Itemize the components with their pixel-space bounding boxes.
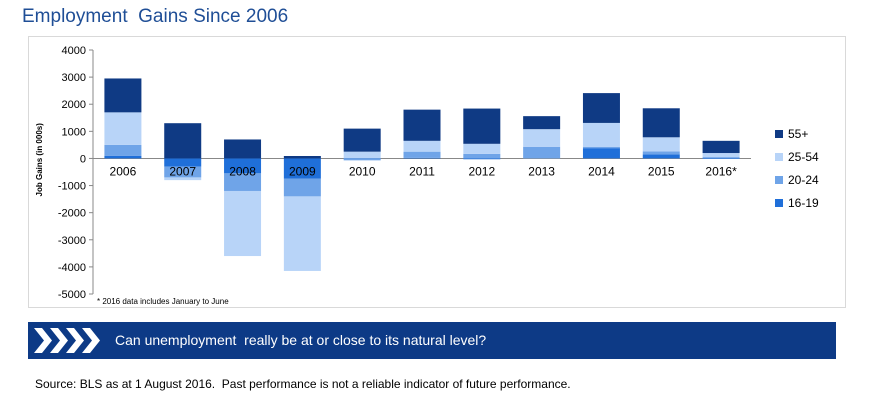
bar-segment-25-54: [523, 129, 561, 147]
chart-footnote: * 2016 data includes January to June: [97, 297, 229, 306]
y-tick-label: -1000: [58, 181, 86, 193]
bar-segment-25-54: [283, 196, 321, 271]
chevron-arrows-icon: [34, 328, 100, 353]
x-tick-label: 2010: [349, 164, 376, 178]
legend-label-55+: 55+: [788, 127, 808, 141]
y-tick-label: 1000: [62, 126, 86, 138]
bar-segment-55+: [702, 140, 740, 154]
legend-swatch-25-54: [775, 153, 783, 161]
legend-label-20-24: 20-24: [788, 173, 819, 187]
bar-segment-55+: [164, 123, 202, 159]
x-tick-label: 2009: [289, 164, 316, 178]
legend-label-16-19: 16-19: [788, 196, 819, 210]
bar-segment-20-24: [224, 173, 262, 191]
bar-segment-55+: [104, 78, 142, 113]
bar-segment-16-19: [463, 158, 501, 160]
y-tick-label: 3000: [62, 72, 86, 84]
x-tick-label: 2016*: [705, 164, 737, 178]
page-title: Employment Gains Since 2006: [22, 6, 289, 27]
legend-swatch-16-19: [775, 199, 783, 207]
legend-swatch-55+: [775, 130, 783, 138]
bar-segment-20-24: [104, 144, 142, 156]
x-tick-label: 2012: [468, 164, 495, 178]
bar-segment-16-19: [343, 158, 381, 159]
bar-segment-25-54: [642, 137, 680, 152]
bar-segment-16-19: [642, 154, 680, 159]
bar-segment-16-19: [224, 158, 262, 174]
chart-frame: 4000 3000 2000 1000 0 -1000 -2000 -3000 -4000 -50…: [28, 36, 846, 308]
bar-segment-16-19: [164, 158, 202, 167]
bar-segment-55+: [463, 108, 501, 144]
bar-segment-16-19: [104, 155, 142, 159]
bar-segment-55+: [582, 93, 620, 123]
bar-segment-55+: [403, 109, 441, 141]
bars-layer: [104, 78, 740, 271]
source-note: Source: BLS as at 1 August 2016. Past pe…: [35, 377, 571, 391]
legend-swatch-20-24: [775, 176, 783, 184]
bar-segment-25-54: [702, 153, 740, 158]
y-tick-label: 0: [80, 153, 86, 165]
legend-layer: 55+ 25-54 20-24 16-19: [775, 127, 819, 210]
bar-segment-20-24: [642, 151, 680, 155]
y-tick-label: 4000: [62, 45, 86, 57]
bar-segment-16-19: [582, 148, 620, 159]
y-tick-label: -2000: [58, 208, 86, 220]
axis-layer: 4000 3000 2000 1000 0 -1000 -2000 -3000 -4000 -50…: [35, 45, 751, 301]
y-tick-label: -3000: [58, 235, 86, 247]
bar-segment-20-24: [283, 178, 321, 197]
bar-segment-25-54: [104, 112, 142, 145]
bar-segment-20-24: [403, 151, 441, 158]
bar-segment-16-19: [403, 157, 441, 159]
x-tick-label: 2015: [648, 164, 675, 178]
bar-segment-20-24: [582, 146, 620, 149]
x-tick-label: 2007: [169, 164, 196, 178]
bar-segment-25-54: [343, 151, 381, 159]
bar-segment-25-54: [164, 177, 202, 181]
bar-segment-20-24: [523, 146, 561, 159]
x-tick-label: 2008: [229, 164, 256, 178]
bar-segment-25-54: [403, 140, 441, 152]
bar-segment-25-54: [224, 190, 262, 257]
bar-segment-16-19: [283, 158, 321, 179]
bar-segment-20-24: [164, 166, 202, 178]
y-tick-label: 2000: [62, 99, 86, 111]
x-tick-label: 2013: [528, 164, 555, 178]
bar-segment-55+: [283, 156, 321, 159]
x-tick-label: 2011: [409, 164, 435, 178]
bar-segment-55+: [523, 116, 561, 130]
x-tick-label: 2006: [110, 164, 137, 178]
bar-segment-55+: [642, 108, 680, 138]
legend-label-25-54: 25-54: [788, 150, 819, 164]
y-tick-label: -4000: [58, 262, 86, 274]
bar-segment-55+: [224, 139, 262, 159]
bar-segment-55+: [343, 128, 381, 152]
bar-segment-20-24: [702, 157, 740, 159]
bar-segment-25-54: [582, 122, 620, 147]
employment-chart: 4000 3000 2000 1000 0 -1000 -2000 -3000 -4000 -50…: [35, 45, 819, 306]
x-tick-label: 2014: [588, 164, 615, 178]
bar-segment-20-24: [343, 158, 381, 161]
banner-text: Can unemployment really be at or close t…: [115, 332, 487, 348]
bar-segment-16-19: [702, 158, 740, 159]
y-tick-label: -5000: [58, 289, 86, 301]
bar-segment-25-54: [463, 143, 501, 154]
y-axis-title: Job Gains (in 000s): [35, 123, 44, 197]
labels-layer: 2006 2007 2008 2009 2010 2011 2012 2013 2014 2015…: [97, 164, 737, 306]
bar-segment-20-24: [463, 153, 501, 159]
question-banner: Can unemployment really be at or close t…: [28, 322, 836, 359]
